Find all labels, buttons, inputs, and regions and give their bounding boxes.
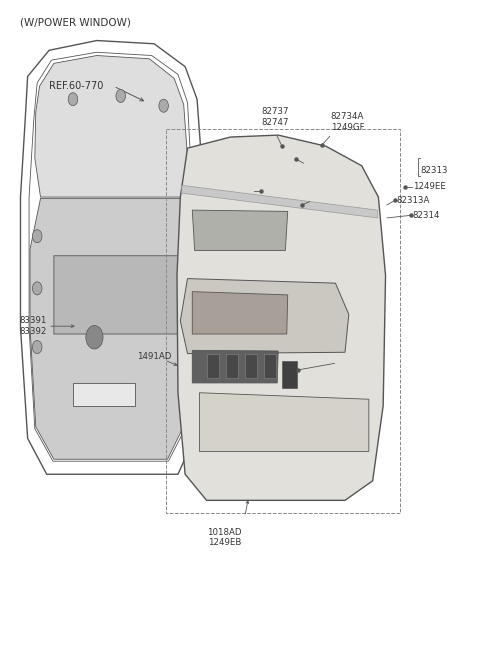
Text: 1249EE: 1249EE — [413, 182, 445, 191]
Polygon shape — [264, 354, 276, 379]
Polygon shape — [182, 185, 377, 218]
Circle shape — [68, 93, 78, 105]
Polygon shape — [192, 210, 288, 251]
Text: 83342
83332: 83342 83332 — [350, 324, 377, 344]
Polygon shape — [245, 354, 257, 379]
Circle shape — [86, 326, 103, 349]
Polygon shape — [35, 56, 189, 197]
Circle shape — [33, 341, 42, 354]
Polygon shape — [192, 291, 288, 334]
Text: 1491AD: 1491AD — [218, 151, 253, 160]
Text: 82734A
1249GF: 82734A 1249GF — [331, 113, 364, 132]
Text: 82313: 82313 — [420, 166, 448, 176]
Text: 83331B
83341B: 83331B 83341B — [236, 220, 270, 240]
Polygon shape — [180, 278, 349, 354]
Text: 82313A: 82313A — [396, 196, 430, 205]
Circle shape — [185, 282, 195, 295]
Text: 1249GE: 1249GE — [304, 159, 338, 168]
Circle shape — [33, 230, 42, 243]
Text: 82317D: 82317D — [233, 186, 267, 195]
Polygon shape — [192, 350, 278, 383]
Text: 83301
83302: 83301 83302 — [311, 178, 338, 197]
Text: 83391
83392: 83391 83392 — [20, 316, 47, 336]
Text: REF.60-770: REF.60-770 — [49, 81, 104, 91]
Polygon shape — [206, 354, 218, 379]
Text: 1018AD
1249EB: 1018AD 1249EB — [207, 528, 242, 547]
Polygon shape — [177, 135, 385, 500]
Polygon shape — [199, 393, 369, 451]
Text: 1491AD: 1491AD — [137, 352, 172, 362]
Polygon shape — [73, 383, 135, 405]
Polygon shape — [54, 255, 183, 334]
Circle shape — [185, 230, 195, 243]
Text: 93580A: 93580A — [336, 359, 369, 368]
Polygon shape — [30, 198, 192, 459]
Circle shape — [116, 90, 125, 102]
Circle shape — [159, 99, 168, 112]
Polygon shape — [282, 362, 297, 388]
Text: 82737
82747: 82737 82747 — [262, 107, 289, 126]
Text: (W/POWER WINDOW): (W/POWER WINDOW) — [21, 18, 132, 28]
Text: 82314: 82314 — [413, 211, 440, 220]
Polygon shape — [226, 354, 238, 379]
Text: 1249EB: 1249EB — [214, 211, 247, 220]
Circle shape — [33, 282, 42, 295]
